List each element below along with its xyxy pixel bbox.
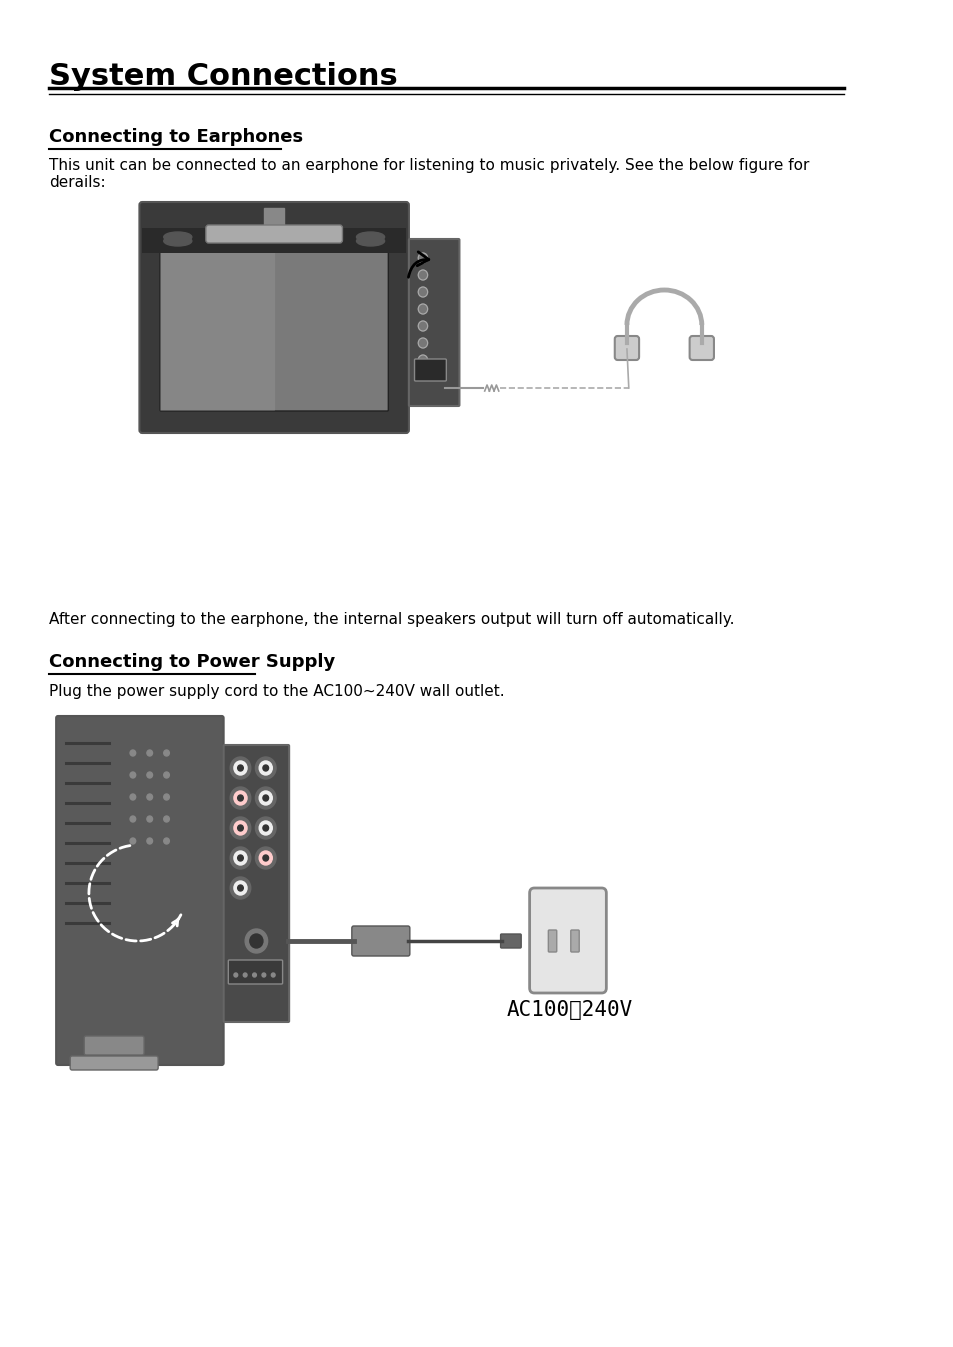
Circle shape <box>233 822 247 835</box>
Circle shape <box>230 818 251 839</box>
FancyBboxPatch shape <box>56 717 223 1065</box>
Circle shape <box>230 847 251 869</box>
Circle shape <box>147 816 152 822</box>
Circle shape <box>164 838 170 845</box>
Circle shape <box>255 818 275 839</box>
Ellipse shape <box>164 232 192 242</box>
FancyBboxPatch shape <box>614 335 639 360</box>
Circle shape <box>250 933 263 948</box>
Circle shape <box>263 795 269 801</box>
Circle shape <box>243 973 247 977</box>
Circle shape <box>130 750 135 756</box>
FancyBboxPatch shape <box>689 335 713 360</box>
FancyBboxPatch shape <box>71 1056 158 1070</box>
FancyBboxPatch shape <box>548 929 557 952</box>
Circle shape <box>237 795 243 801</box>
Circle shape <box>130 772 135 779</box>
Circle shape <box>164 793 170 800</box>
Circle shape <box>253 973 256 977</box>
FancyBboxPatch shape <box>529 888 606 993</box>
Polygon shape <box>264 207 284 230</box>
Circle shape <box>147 772 152 779</box>
FancyBboxPatch shape <box>160 238 388 411</box>
Ellipse shape <box>164 236 192 247</box>
Circle shape <box>417 304 427 314</box>
FancyArrowPatch shape <box>408 252 428 277</box>
Text: Connecting to Power Supply: Connecting to Power Supply <box>49 653 335 671</box>
Circle shape <box>259 791 272 806</box>
Circle shape <box>147 750 152 756</box>
Circle shape <box>271 973 274 977</box>
Text: Connecting to Earphones: Connecting to Earphones <box>49 128 302 145</box>
FancyBboxPatch shape <box>139 202 409 432</box>
Circle shape <box>230 757 251 779</box>
Circle shape <box>417 269 427 280</box>
Circle shape <box>164 772 170 779</box>
Circle shape <box>233 973 237 977</box>
Circle shape <box>245 929 268 952</box>
FancyBboxPatch shape <box>142 228 406 253</box>
Text: AC100～240V: AC100～240V <box>506 999 632 1020</box>
Circle shape <box>230 787 251 810</box>
Text: Plug the power supply cord to the AC100~240V wall outlet.: Plug the power supply cord to the AC100~… <box>49 684 504 699</box>
Circle shape <box>233 761 247 775</box>
Circle shape <box>237 855 243 861</box>
Circle shape <box>255 847 275 869</box>
Circle shape <box>259 851 272 865</box>
Circle shape <box>255 757 275 779</box>
Circle shape <box>262 973 266 977</box>
Circle shape <box>263 824 269 831</box>
FancyBboxPatch shape <box>409 238 459 405</box>
Circle shape <box>237 885 243 890</box>
Circle shape <box>233 791 247 806</box>
Circle shape <box>130 793 135 800</box>
FancyBboxPatch shape <box>500 933 520 948</box>
Circle shape <box>237 765 243 770</box>
Circle shape <box>237 824 243 831</box>
Circle shape <box>147 838 152 845</box>
FancyBboxPatch shape <box>570 929 578 952</box>
Circle shape <box>130 816 135 822</box>
Text: This unit can be connected to an earphone for listening to music privately. See : This unit can be connected to an earphon… <box>49 158 808 190</box>
Circle shape <box>130 838 135 845</box>
Circle shape <box>147 793 152 800</box>
FancyBboxPatch shape <box>84 1036 144 1055</box>
Circle shape <box>417 253 427 263</box>
Circle shape <box>164 750 170 756</box>
Circle shape <box>263 855 269 861</box>
Text: After connecting to the earphone, the internal speakers output will turn off aut: After connecting to the earphone, the in… <box>49 612 734 626</box>
Circle shape <box>417 287 427 296</box>
Circle shape <box>164 816 170 822</box>
Circle shape <box>417 356 427 365</box>
FancyBboxPatch shape <box>228 960 282 985</box>
Circle shape <box>255 787 275 810</box>
Circle shape <box>417 338 427 348</box>
FancyBboxPatch shape <box>352 925 410 956</box>
FancyBboxPatch shape <box>160 238 274 411</box>
Circle shape <box>259 761 272 775</box>
Circle shape <box>233 851 247 865</box>
Circle shape <box>259 822 272 835</box>
Ellipse shape <box>356 236 384 247</box>
Circle shape <box>263 765 269 770</box>
FancyBboxPatch shape <box>415 360 446 381</box>
Circle shape <box>417 321 427 331</box>
FancyBboxPatch shape <box>206 225 342 242</box>
Circle shape <box>233 881 247 894</box>
Ellipse shape <box>356 232 384 242</box>
FancyBboxPatch shape <box>223 745 289 1022</box>
Circle shape <box>230 877 251 898</box>
Text: System Connections: System Connections <box>49 62 397 92</box>
